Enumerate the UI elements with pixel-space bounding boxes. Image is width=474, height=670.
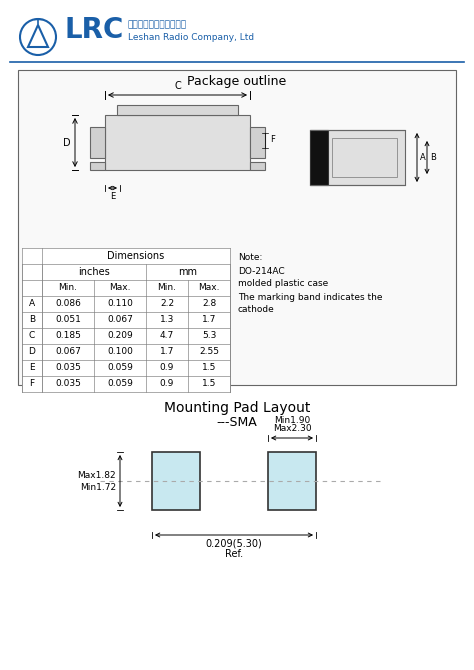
Bar	[332, 138, 397, 177]
Text: E: E	[110, 192, 115, 201]
Text: 0.100: 0.100	[107, 348, 133, 356]
Text: E: E	[29, 364, 35, 373]
Bar	[310, 130, 405, 185]
Text: 1.7: 1.7	[202, 316, 216, 324]
Text: 1.3: 1.3	[160, 316, 174, 324]
Text: 1.7: 1.7	[160, 348, 174, 356]
Text: D: D	[64, 137, 71, 147]
Text: 0.067: 0.067	[107, 316, 133, 324]
Text: Dimensions: Dimensions	[108, 251, 164, 261]
Bar	[268, 452, 316, 510]
Text: 2.2: 2.2	[160, 299, 174, 308]
Text: 0.067: 0.067	[55, 348, 81, 356]
Text: 乐山无线电股份有限公司: 乐山无线电股份有限公司	[128, 21, 187, 29]
Text: mm: mm	[179, 267, 198, 277]
Text: 0.185: 0.185	[55, 332, 81, 340]
Text: Mounting Pad Layout: Mounting Pad Layout	[164, 401, 310, 415]
Text: 0.209: 0.209	[107, 332, 133, 340]
Text: 1.5: 1.5	[202, 364, 216, 373]
Text: Leshan Radio Company, Ltd: Leshan Radio Company, Ltd	[128, 34, 254, 42]
Text: Max.: Max.	[109, 283, 131, 293]
Bar	[310, 130, 328, 185]
Text: ---SMA: ---SMA	[217, 415, 257, 429]
Bar	[250, 162, 265, 170]
Text: The marking band indicates the: The marking band indicates the	[238, 293, 383, 302]
Text: F: F	[29, 379, 35, 389]
Text: D: D	[28, 348, 36, 356]
Text: inches: inches	[78, 267, 110, 277]
Text: Note:: Note:	[238, 253, 263, 263]
Text: F: F	[270, 135, 275, 145]
Text: Package outline: Package outline	[187, 76, 287, 88]
Bar	[22, 248, 230, 392]
Text: B: B	[29, 316, 35, 324]
Text: A: A	[29, 299, 35, 308]
Text: A: A	[420, 153, 426, 162]
Text: 4.7: 4.7	[160, 332, 174, 340]
Bar	[152, 452, 200, 510]
Text: Min.: Min.	[157, 283, 176, 293]
Text: 0.035: 0.035	[55, 364, 81, 373]
Text: 0.9: 0.9	[160, 364, 174, 373]
Bar	[117, 105, 238, 115]
Bar	[250, 127, 265, 158]
Text: Ref.: Ref.	[225, 549, 243, 559]
Text: 0.9: 0.9	[160, 379, 174, 389]
Text: 0.059: 0.059	[107, 364, 133, 373]
Text: Min1.90: Min1.90	[274, 416, 310, 425]
Text: cathode: cathode	[238, 306, 275, 314]
Text: Min1.72: Min1.72	[80, 482, 116, 492]
Text: 5.3: 5.3	[202, 332, 216, 340]
Text: B: B	[430, 153, 436, 162]
Text: Max.: Max.	[198, 283, 220, 293]
Text: DO-214AC: DO-214AC	[238, 267, 284, 275]
Bar	[90, 162, 105, 170]
Text: 1.5: 1.5	[202, 379, 216, 389]
Text: 2.8: 2.8	[202, 299, 216, 308]
Bar	[105, 115, 250, 170]
Text: 0.051: 0.051	[55, 316, 81, 324]
Bar	[90, 127, 105, 158]
Text: molded plastic case: molded plastic case	[238, 279, 328, 289]
Bar	[18, 70, 456, 385]
Text: Max2.30: Max2.30	[273, 424, 311, 433]
Text: 0.110: 0.110	[107, 299, 133, 308]
Text: Min.: Min.	[58, 283, 78, 293]
Text: 0.209(5.30): 0.209(5.30)	[206, 539, 263, 549]
Text: 0.035: 0.035	[55, 379, 81, 389]
Text: C: C	[29, 332, 35, 340]
Text: C: C	[174, 81, 181, 91]
Text: 0.059: 0.059	[107, 379, 133, 389]
Text: Max1.82: Max1.82	[77, 470, 116, 480]
Text: 2.55: 2.55	[199, 348, 219, 356]
Text: LRC: LRC	[65, 16, 124, 44]
Text: 0.086: 0.086	[55, 299, 81, 308]
